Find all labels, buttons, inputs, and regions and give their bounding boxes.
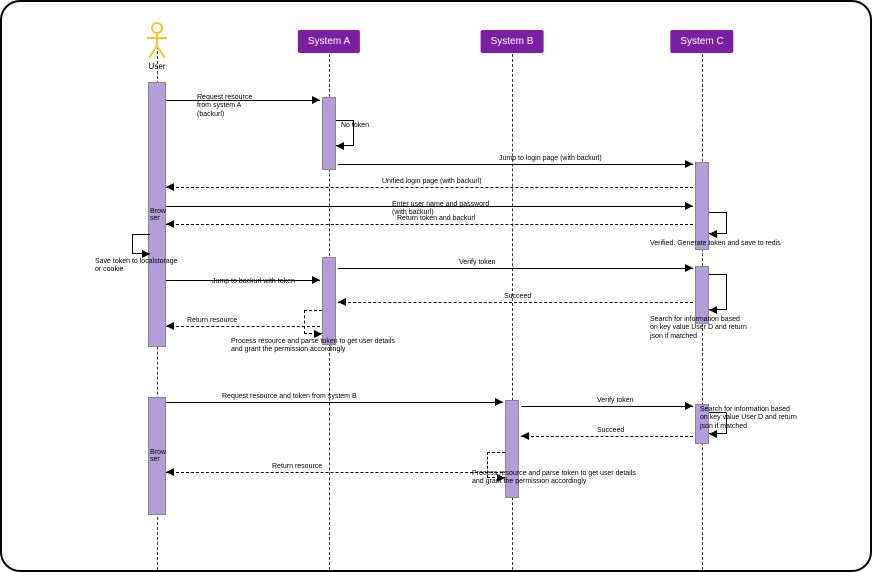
activation-a-sysA1 bbox=[322, 97, 336, 170]
message-label: Save token to localstorage or cookie bbox=[95, 258, 178, 275]
message-17 bbox=[521, 436, 693, 437]
message-9 bbox=[338, 268, 693, 269]
message-label: Verify token bbox=[597, 397, 634, 405]
message-label: Verify token bbox=[459, 259, 496, 267]
arrow-head bbox=[312, 96, 320, 104]
activation-label: Browser bbox=[150, 208, 166, 222]
arrow-head bbox=[166, 468, 174, 476]
message-15 bbox=[521, 406, 693, 407]
arrow-head bbox=[312, 276, 320, 284]
message-label: No token bbox=[341, 122, 369, 130]
arrow-head bbox=[314, 330, 322, 338]
message-11 bbox=[338, 302, 693, 303]
message-label: Return token and backurl bbox=[397, 215, 475, 223]
actor-user: User bbox=[144, 22, 170, 71]
activation-a-user2: Browser bbox=[148, 397, 166, 515]
arrow-head bbox=[521, 432, 529, 440]
activation-label: Browser bbox=[150, 449, 166, 463]
message-3 bbox=[166, 187, 693, 188]
message-label: Return resource bbox=[272, 463, 322, 471]
message-14 bbox=[166, 402, 503, 403]
participant-header-sysB: System B bbox=[481, 30, 544, 53]
arrow-head bbox=[336, 142, 344, 150]
arrow-head bbox=[685, 264, 693, 272]
activation-a-user1: Browser bbox=[148, 82, 166, 347]
message-label: Unified login page (with backurl) bbox=[382, 178, 482, 186]
message-label: Process resource and parse token to get … bbox=[231, 338, 395, 355]
message-label: Return resource bbox=[187, 317, 237, 325]
activation-a-sysA2 bbox=[322, 257, 336, 345]
arrow-head bbox=[166, 220, 174, 228]
sequence-diagram: User System A System B System C Browser Brows… bbox=[2, 2, 870, 570]
arrow-head bbox=[495, 398, 503, 406]
actor-label: User bbox=[144, 62, 170, 71]
message-label: Jump to backurl with token bbox=[212, 278, 295, 286]
message-label: Succeed bbox=[504, 293, 531, 301]
message-label: Verified. Generate token and save to red… bbox=[650, 240, 781, 248]
message-label: Jump to login page (with backurl) bbox=[499, 155, 602, 163]
participant-header-sysA: System A bbox=[298, 30, 360, 53]
message-label: Request resource from system A (backurl) bbox=[197, 94, 252, 119]
message-13 bbox=[166, 326, 320, 327]
message-19 bbox=[166, 472, 503, 473]
arrow-head bbox=[685, 402, 693, 410]
message-label: Search for information based on key valu… bbox=[700, 406, 797, 431]
message-label: Search for information based on key valu… bbox=[650, 316, 747, 341]
participant-header-sysC: System C bbox=[670, 30, 733, 53]
arrow-head bbox=[685, 160, 693, 168]
arrow-head bbox=[709, 306, 717, 314]
message-2 bbox=[338, 164, 693, 165]
message-6 bbox=[166, 224, 693, 225]
arrow-head bbox=[709, 430, 717, 438]
arrow-head bbox=[166, 322, 174, 330]
arrow-head bbox=[709, 230, 717, 238]
message-label: Request resource and token from system B bbox=[222, 393, 357, 401]
arrow-head bbox=[338, 298, 346, 306]
arrow-head bbox=[166, 183, 174, 191]
activation-a-sysC1 bbox=[695, 162, 709, 250]
arrow-head bbox=[142, 250, 150, 258]
arrow-head bbox=[685, 202, 693, 210]
self-message-10 bbox=[709, 274, 727, 310]
message-label: Succeed bbox=[597, 427, 624, 435]
